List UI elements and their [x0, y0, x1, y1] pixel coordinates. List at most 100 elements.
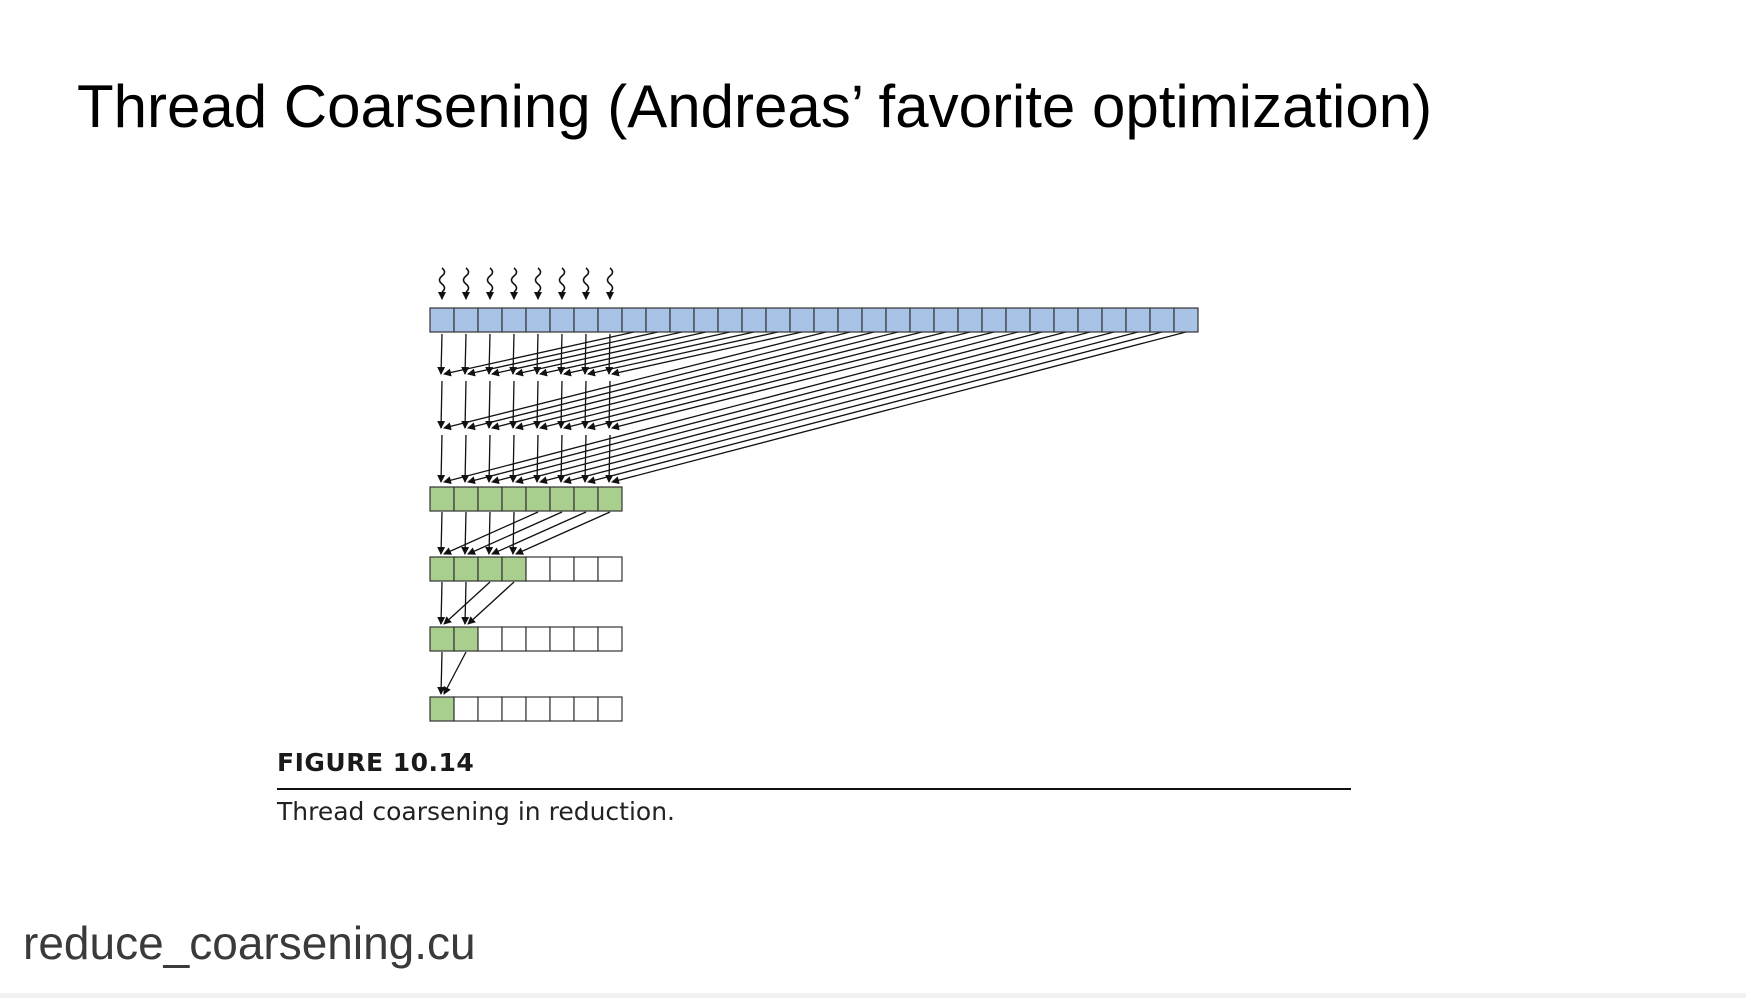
empty-cell	[573, 696, 599, 722]
input-cell	[573, 307, 599, 333]
thread-glyph	[462, 267, 470, 293]
tree-arrow	[509, 511, 518, 555]
accumulate-arrow	[437, 333, 446, 375]
tree-arrow	[515, 511, 611, 555]
tree-arrow	[467, 581, 515, 625]
partial-sum-cell	[429, 696, 455, 722]
accumulate-arrow	[509, 434, 518, 483]
tree-arrow	[443, 511, 539, 555]
accumulate-arrow	[557, 333, 566, 375]
tree-arrow	[461, 511, 470, 555]
tree-arrow	[443, 581, 491, 625]
coarsen-arrow	[515, 331, 1091, 485]
accumulate-arrow	[557, 434, 566, 483]
coarsen-arrow	[443, 331, 1019, 485]
empty-cell	[477, 626, 503, 652]
input-cell	[597, 307, 623, 333]
input-cell	[429, 307, 455, 333]
input-cell	[1149, 307, 1175, 333]
accumulate-arrow	[533, 333, 542, 375]
input-cell	[717, 307, 743, 333]
coarsen-arrow	[611, 331, 1187, 485]
empty-cell	[477, 696, 503, 722]
accumulate-arrow	[509, 380, 518, 429]
input-cell	[1173, 307, 1199, 333]
input-cell	[909, 307, 935, 333]
input-cell	[669, 307, 695, 333]
accumulate-arrow	[533, 434, 542, 483]
partial-sum-cell	[477, 486, 503, 512]
coarsen-arrow	[563, 331, 1139, 485]
accumulate-arrow	[437, 434, 446, 483]
input-cell	[1101, 307, 1127, 333]
coarsen-arrow	[443, 331, 635, 377]
empty-cell	[525, 626, 551, 652]
empty-cell	[501, 696, 527, 722]
input-cell	[645, 307, 671, 333]
tree-arrow	[461, 581, 470, 625]
input-cell	[957, 307, 983, 333]
slide-title: Thread Coarsening (Andreas’ favorite opt…	[77, 73, 1433, 140]
partial-sum-cell	[429, 486, 455, 512]
empty-cell	[549, 626, 575, 652]
accumulate-arrow	[605, 380, 614, 429]
bottom-strip	[0, 993, 1746, 998]
tree-arrow	[485, 511, 494, 555]
input-cell	[933, 307, 959, 333]
input-cell	[789, 307, 815, 333]
coarsen-arrow	[467, 331, 851, 431]
partial-sum-cell	[549, 486, 575, 512]
coarsen-arrow	[563, 331, 947, 431]
accumulate-arrow	[581, 434, 590, 483]
coarsen-arrow	[539, 331, 1115, 485]
input-cell	[549, 307, 575, 333]
cell-layer	[429, 307, 1199, 722]
empty-cell	[453, 696, 479, 722]
partial-sum-cell	[453, 486, 479, 512]
reduction-diagram	[429, 267, 1199, 722]
input-cell	[861, 307, 887, 333]
input-cell	[813, 307, 839, 333]
input-cell	[981, 307, 1007, 333]
partial-sum-cell	[429, 556, 455, 582]
input-cell	[1125, 307, 1151, 333]
empty-cell	[525, 696, 551, 722]
thread-glyph	[486, 267, 494, 293]
figure-caption: Thread coarsening in reduction.	[277, 797, 675, 826]
empty-cell	[597, 626, 623, 652]
thread-glyph	[438, 267, 446, 293]
accumulate-arrow	[557, 380, 566, 429]
accumulate-arrow	[581, 380, 590, 429]
thread-glyph	[510, 267, 518, 293]
accumulate-arrow	[485, 333, 494, 375]
input-cell	[1077, 307, 1103, 333]
empty-cell	[549, 556, 575, 582]
coarsen-arrow	[587, 331, 779, 377]
tree-arrow	[467, 511, 563, 555]
coarsen-arrow	[587, 331, 971, 431]
input-cell	[621, 307, 647, 333]
thread-glyph	[534, 267, 542, 293]
accumulate-arrow	[461, 380, 470, 429]
empty-cell	[597, 556, 623, 582]
coarsen-arrow	[491, 331, 875, 431]
tree-arrow	[491, 511, 587, 555]
coarsen-arrow	[611, 331, 803, 377]
thread-glyph	[606, 267, 614, 293]
coarsen-arrow	[539, 331, 923, 431]
accumulate-arrow	[437, 380, 446, 429]
input-cell	[885, 307, 911, 333]
coarsen-arrow	[443, 331, 827, 431]
thread-glyph	[558, 267, 566, 293]
tree-arrow	[437, 511, 446, 555]
accumulate-arrow	[605, 434, 614, 483]
partial-sum-cell	[453, 626, 479, 652]
partial-sum-cell	[477, 556, 503, 582]
accumulate-arrow	[485, 434, 494, 483]
input-cell	[837, 307, 863, 333]
thread-glyph	[582, 267, 590, 293]
coarsen-arrow	[515, 331, 899, 431]
coarsen-arrow	[587, 331, 1163, 485]
empty-cell	[573, 626, 599, 652]
filename-label: reduce_coarsening.cu	[23, 917, 476, 969]
